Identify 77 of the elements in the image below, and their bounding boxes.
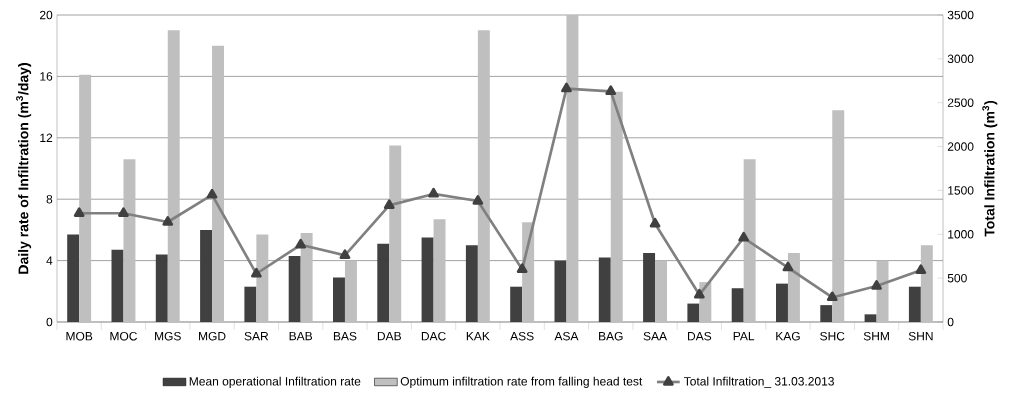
bar — [820, 305, 833, 322]
x-tick-label: MGD — [199, 331, 226, 341]
bar — [123, 159, 136, 322]
x-tick-label: DAC — [421, 331, 446, 341]
bar — [377, 243, 390, 322]
bar — [465, 245, 478, 322]
x-tick-label: SAR — [244, 331, 269, 341]
y2-tick-label: 1500 — [948, 186, 974, 195]
bar — [655, 260, 668, 322]
bar — [344, 260, 357, 322]
x-tick-label: PAL — [733, 331, 755, 341]
x-tick-label: DAS — [688, 331, 712, 341]
y-tick-label: 0 — [46, 317, 53, 327]
bar — [256, 234, 269, 322]
legend-label: Optimum infiltration rate from falling head test — [400, 376, 643, 388]
x-tick-label: SHM — [863, 331, 889, 341]
bar — [477, 30, 490, 322]
bar — [787, 252, 800, 322]
bar — [832, 110, 845, 322]
legend-label: Mean operational Infiltration rate — [189, 376, 361, 388]
x-tick-label: BAS — [333, 331, 357, 341]
bar — [421, 237, 434, 322]
bar — [510, 286, 523, 322]
bar — [598, 257, 611, 322]
legend-label: Total Infiltration_ 31.03.2013 — [684, 376, 834, 388]
y-tick-label: 8 — [46, 194, 53, 204]
bar — [731, 288, 744, 322]
bar — [212, 45, 225, 322]
y-tick-label: 20 — [40, 10, 53, 20]
bar — [876, 260, 889, 322]
x-tick-label: MGS — [155, 331, 181, 341]
x-tick-label: BAB — [289, 331, 313, 341]
bar — [743, 159, 756, 322]
bar — [687, 303, 700, 322]
bar — [67, 234, 80, 322]
x-tick-label: DAB — [377, 331, 401, 341]
x-tick-label: KAG — [776, 331, 800, 341]
bar — [200, 229, 213, 322]
bar — [908, 286, 921, 322]
y2-tick-label: 3000 — [947, 54, 974, 64]
bar — [111, 249, 124, 322]
y-tick-label: 4 — [46, 256, 53, 265]
y2-tick-label: 0 — [947, 317, 954, 327]
y2-tick-label: 500 — [947, 273, 967, 283]
y2-tick-label: 2000 — [947, 142, 974, 151]
x-tick-label: SHC — [820, 331, 845, 341]
bar — [300, 232, 313, 322]
bar — [389, 145, 402, 322]
x-tick-label: SHN — [908, 331, 933, 341]
y-axis-title: Daily rate of Infiltration (m$^{3}$/day) — [16, 63, 32, 274]
bar — [433, 219, 446, 322]
x-tick-label: BAG — [599, 331, 623, 341]
bar — [155, 254, 168, 322]
bar — [554, 260, 567, 322]
bar — [610, 91, 623, 322]
x-tick-label: ASS — [510, 331, 534, 341]
bar — [566, 15, 579, 322]
bar — [864, 314, 877, 322]
bar — [244, 286, 257, 322]
x-tick-label: SAA — [643, 331, 668, 341]
x-tick-label: ASA — [554, 331, 579, 341]
bar — [920, 245, 933, 322]
bar — [333, 277, 345, 322]
bar — [288, 255, 301, 322]
bar — [776, 283, 788, 322]
bar — [79, 74, 92, 322]
x-tick-label: MOB — [66, 331, 93, 341]
x-tick-label: KAK — [466, 331, 490, 341]
x-tick-label: MOC — [110, 331, 138, 341]
y2-tick-label: 3500 — [947, 10, 974, 20]
bar — [167, 30, 180, 322]
y2-axis-title: Total Infiltration (m$^{3}$) — [982, 100, 998, 237]
bar — [643, 252, 656, 322]
y2-tick-label: 1000 — [948, 230, 974, 239]
y2-tick-label: 2500 — [947, 98, 974, 107]
y-tick-label: 16 — [40, 72, 53, 81]
y-tick-label: 12 — [40, 133, 53, 142]
